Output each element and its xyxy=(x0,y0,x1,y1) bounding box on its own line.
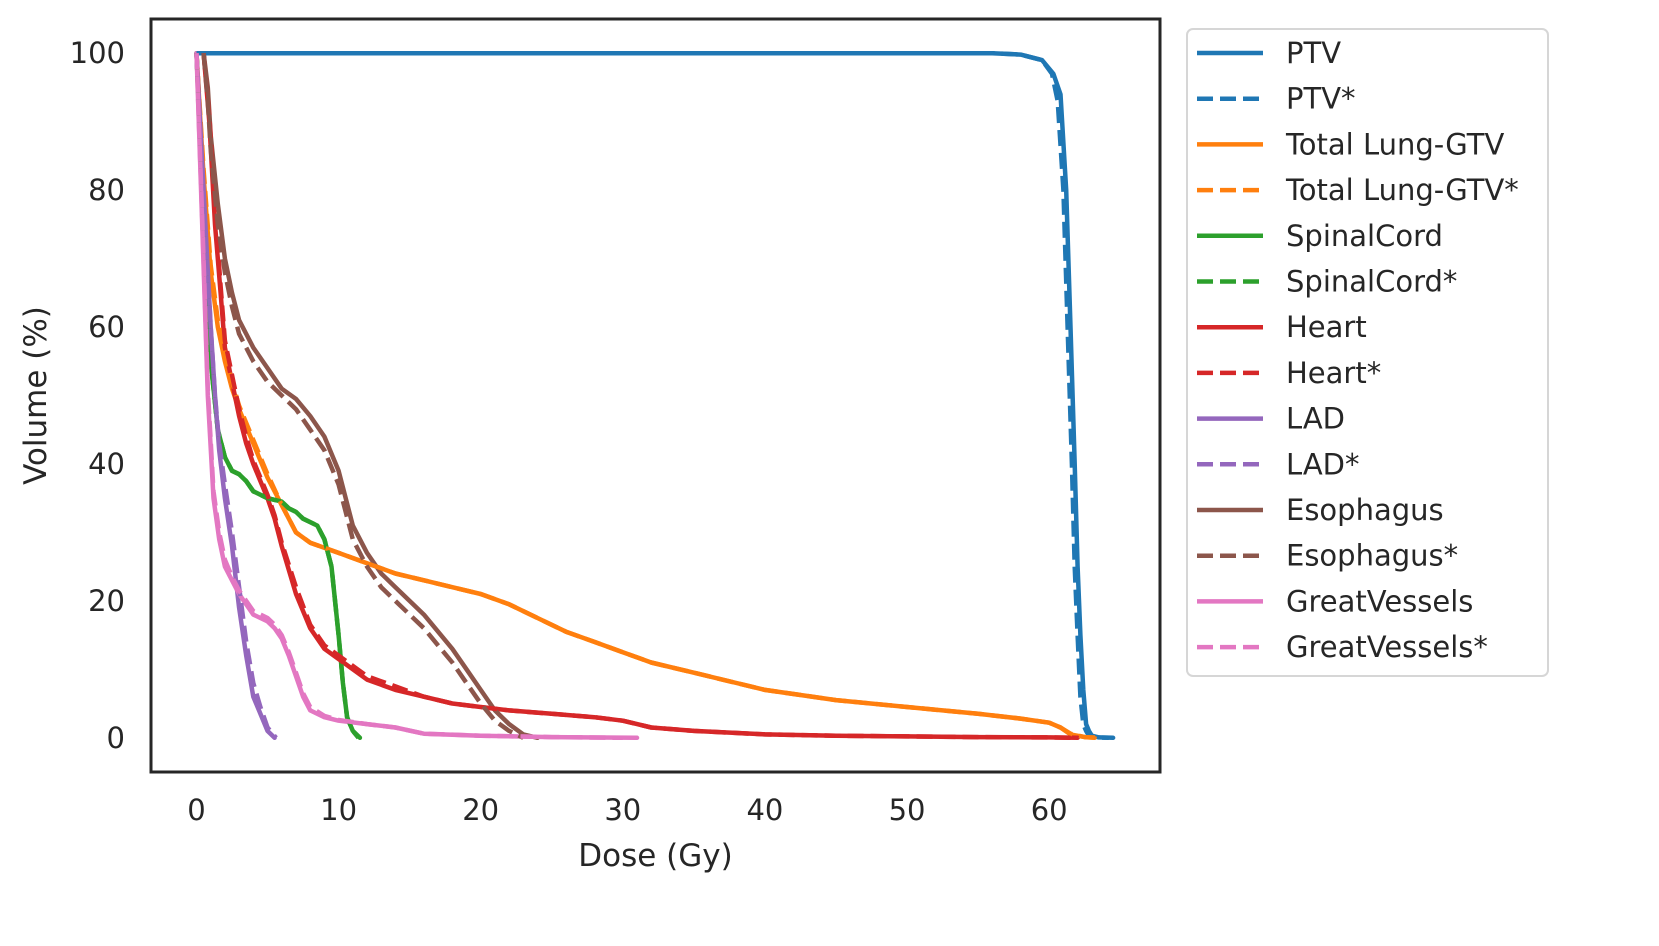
legend-label-7: Heart* xyxy=(1286,356,1381,390)
series-layer xyxy=(194,50,1116,741)
series-line-esophagus xyxy=(201,50,540,741)
plot-frame xyxy=(149,17,1162,774)
y-axis-label: Volume (%) xyxy=(18,306,54,485)
legend-label-0: PTV xyxy=(1286,36,1341,70)
legend-label-4: SpinalCord xyxy=(1286,219,1443,253)
x-tick-label-6: 60 xyxy=(1031,793,1068,827)
y-tick-label-1: 20 xyxy=(88,584,125,618)
y-axis: 0 20 40 60 80 100 xyxy=(70,36,125,755)
series-line-spinalcord- xyxy=(194,53,361,740)
x-tick-label-1: 10 xyxy=(320,793,357,827)
legend-label-8: LAD xyxy=(1286,402,1345,436)
y-tick-label-4: 80 xyxy=(88,173,125,207)
series-line-lad- xyxy=(194,53,278,740)
series-line-esophagus- xyxy=(201,53,525,740)
legend-label-9: LAD* xyxy=(1286,447,1360,481)
legend-label-3: Total Lung-GTV* xyxy=(1285,173,1519,207)
series-line-ptv- xyxy=(196,50,1109,741)
legend-label-2: Total Lung-GTV xyxy=(1285,127,1504,161)
y-tick-label-2: 40 xyxy=(88,447,125,481)
legend-label-6: Heart xyxy=(1286,310,1367,344)
legend-label-1: PTV* xyxy=(1286,82,1356,116)
y-tick-label-3: 60 xyxy=(88,310,125,344)
y-tick-label-5: 100 xyxy=(70,36,125,70)
y-tick-label-0: 0 xyxy=(107,721,125,755)
series-line-greatvessels- xyxy=(194,53,623,741)
legend-label-13: GreatVessels* xyxy=(1286,630,1488,664)
legend-label-5: SpinalCord* xyxy=(1286,265,1457,299)
x-axis: 0 10 20 30 40 50 60 xyxy=(187,793,1067,827)
x-axis-label: Dose (Gy) xyxy=(578,838,732,874)
x-tick-label-0: 0 xyxy=(187,793,205,827)
legend-label-11: Esophagus* xyxy=(1286,539,1458,573)
legend-label-12: GreatVessels xyxy=(1286,584,1473,618)
legend-box xyxy=(1186,28,1549,677)
x-tick-label-2: 20 xyxy=(462,793,499,827)
x-tick-label-3: 30 xyxy=(604,793,641,827)
x-tick-label-5: 50 xyxy=(889,793,926,827)
legend: PTV PTV* Total Lung-GTV Total Lung-GTV* Spin… xyxy=(1186,28,1549,677)
series-line-heart- xyxy=(201,52,1078,741)
legend-label-10: Esophagus xyxy=(1286,493,1444,527)
x-tick-label-4: 40 xyxy=(746,793,783,827)
